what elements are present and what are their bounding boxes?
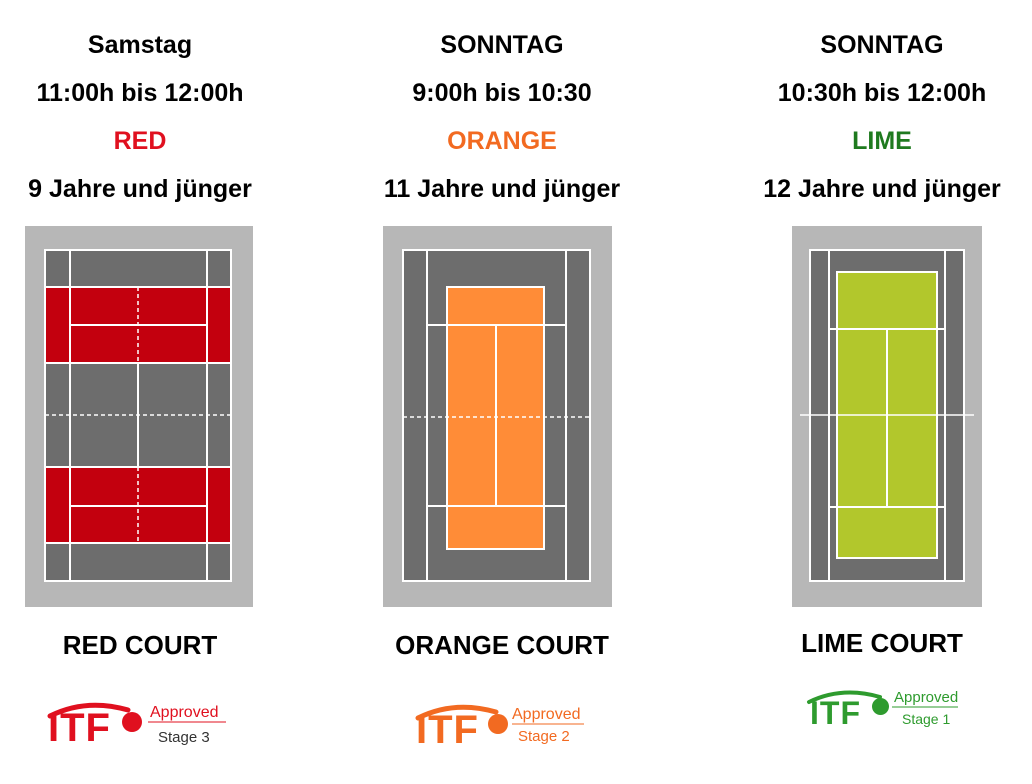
approved-label: Approved [512,706,581,723]
schedule-column-red: Samstag 11:00h bis 12:00h RED 9 Jahre un… [0,0,344,784]
age-label: 11 Jahre und jünger [383,175,621,203]
itf-brand: ITF [416,708,479,752]
itf-approved-logo: ITF Approved Stage 3 [46,700,236,750]
court-title: ORANGE COURT [395,630,609,660]
itf-brand: ITF [48,706,111,750]
logo-swoosh-icon [415,704,584,725]
lime-court-diagram [792,226,982,607]
stage-label: Stage 2 [518,728,570,745]
time-label: 10:30h bis 12:00h [777,79,987,107]
logo-swoosh-icon [807,690,958,708]
tennis-ball-icon [122,712,142,732]
itf-approved-logo: ITF Approved Stage 2 [414,702,604,752]
schedule-column-orange: SONNTAG 9:00h bis 10:30 ORANGE 11 Jahre … [344,0,688,784]
time-label: 11:00h bis 12:00h [36,79,244,107]
tennis-ball-icon [872,698,889,715]
itf-approved-logo: ITF Approved Stage 1 [806,688,986,734]
orange-court-diagram [383,226,612,607]
court-title: RED COURT [62,630,218,660]
age-label: 9 Jahre und jünger [28,175,252,203]
day-label: Samstag [87,31,193,59]
approved-label: Approved [894,689,959,706]
day-label: SONNTAG [820,31,944,59]
red-court-diagram [25,226,253,607]
category-label: ORANGE [447,127,557,155]
age-label: 12 Jahre und jünger [763,175,1001,203]
day-label: SONNTAG [440,31,564,59]
stage-label: Stage 3 [158,729,210,746]
logo-swoosh-icon [47,702,226,723]
category-label: RED [113,127,167,155]
itf-brand: ITF [810,695,861,731]
time-label: 9:00h bis 10:30 [412,79,592,107]
category-label: LIME [852,127,912,155]
schedule-column-lime: SONNTAG 10:30h bis 12:00h LIME 12 Jahre … [688,0,1032,784]
court-title: LIME COURT [801,628,963,658]
stage-label: Stage 1 [902,711,951,727]
tennis-ball-icon [488,714,508,734]
approved-label: Approved [150,704,219,721]
